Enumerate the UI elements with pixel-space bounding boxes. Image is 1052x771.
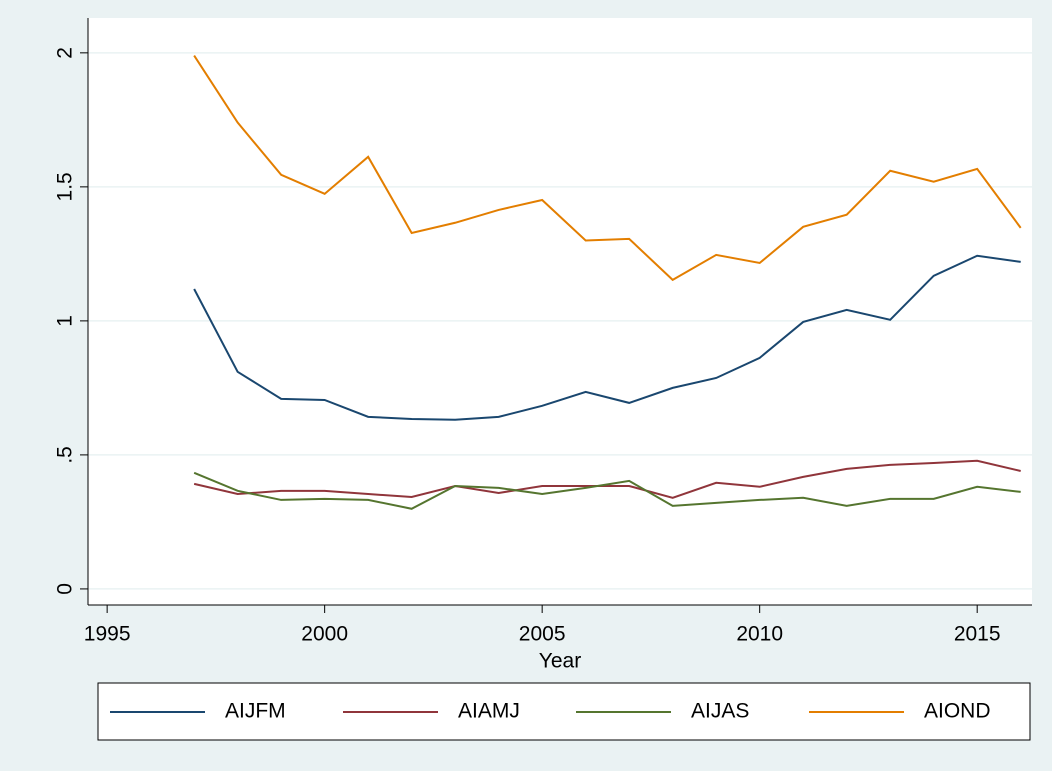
y-tick-label: 1 [54,315,77,327]
y-tick-label: .5 [54,446,77,464]
y-tick-label: 0 [54,583,77,595]
legend-label: AIOND [924,700,991,723]
plot-area [88,18,1032,605]
series-line [193,459,1021,499]
x-tick-label: 2000 [301,623,348,646]
legend-label: AIJAS [691,700,749,723]
legend-label: AIJFM [225,700,286,723]
series-line [193,254,1021,421]
y-tick-label: 1.5 [54,172,77,201]
legend-label: AIAMJ [458,700,520,723]
x-tick-label: 2005 [519,623,566,646]
y-tick-label: 2 [54,47,77,59]
series-line [193,54,1022,282]
x-tick-label: 1995 [84,623,131,646]
series-line [193,471,1021,510]
x-axis-title: Year [539,650,581,673]
x-tick-label: 2015 [954,623,1001,646]
x-tick-label: 2010 [736,623,783,646]
